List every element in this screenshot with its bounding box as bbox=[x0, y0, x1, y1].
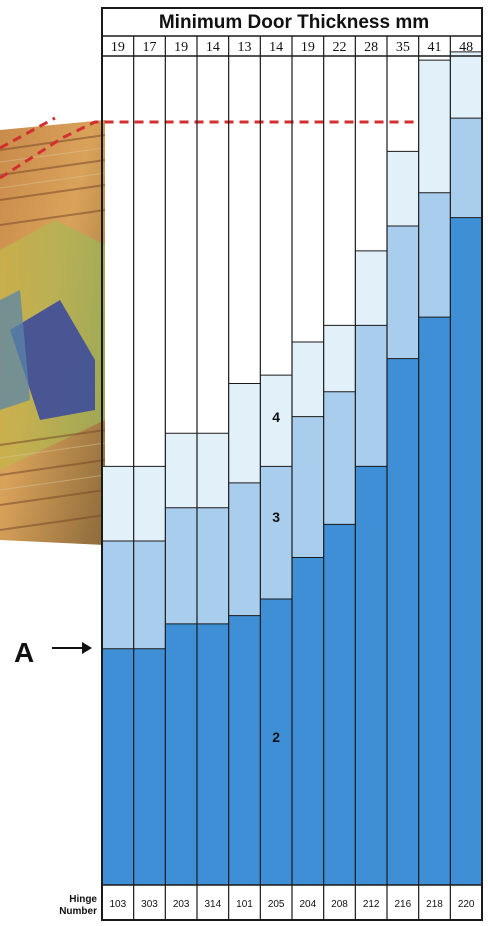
bar-zone-3-hinge-203 bbox=[165, 507, 197, 624]
bar-zone-3-hinge-303 bbox=[133, 540, 166, 649]
zone-labels: 2 3 4 bbox=[272, 409, 280, 745]
bars-group bbox=[102, 51, 482, 886]
bar-zone-3-hinge-218 bbox=[418, 192, 451, 318]
thickness-value: 19 bbox=[111, 40, 125, 55]
hinge-number: 103 bbox=[109, 899, 126, 910]
bar-zone-2-hinge-212 bbox=[355, 466, 387, 885]
bar-zone-3-hinge-216 bbox=[387, 225, 419, 359]
thickness-value: 14 bbox=[206, 40, 220, 55]
bar-zone-4-hinge-303 bbox=[133, 466, 166, 541]
thickness-value: 13 bbox=[238, 40, 252, 55]
grid-lines bbox=[101, 7, 483, 921]
dashed-reference-line bbox=[0, 120, 418, 180]
zone-label-2: 2 bbox=[272, 729, 280, 745]
hinge-number: 204 bbox=[299, 899, 316, 910]
bar-zone-3-hinge-101 bbox=[228, 482, 261, 616]
hinge-label-line-2: Number bbox=[59, 906, 97, 917]
bar-zone-4-hinge-101 bbox=[228, 383, 261, 483]
hinge-number: 314 bbox=[204, 899, 221, 910]
bar-zone-2-hinge-216 bbox=[387, 358, 419, 886]
bar-zone-4-hinge-212 bbox=[355, 250, 387, 326]
hinge-number: 101 bbox=[236, 899, 253, 910]
hinge-number-caption: Hinge Number bbox=[59, 894, 97, 917]
bar-zone-4-hinge-204 bbox=[292, 342, 324, 417]
zone-label-3: 3 bbox=[272, 509, 280, 525]
bar-zone-3-hinge-103 bbox=[102, 540, 134, 649]
bar-zone-4-hinge-203 bbox=[165, 433, 197, 508]
hinge-number: 303 bbox=[141, 899, 158, 910]
thickness-value: 28 bbox=[364, 40, 378, 55]
bar-zone-2-hinge-208 bbox=[323, 524, 356, 885]
bar-zone-2-hinge-303 bbox=[133, 648, 166, 885]
thickness-value: 19 bbox=[174, 40, 188, 55]
bar-zone-2-hinge-220 bbox=[450, 217, 482, 885]
hinge-number-row: 103 303 203 314 101 205 204 208 212 216 218 220 bbox=[109, 899, 474, 910]
bar-zone-4-hinge-314 bbox=[197, 433, 229, 508]
marker-letter: A bbox=[14, 637, 34, 668]
bar-zone-4-hinge-205 bbox=[260, 375, 292, 467]
dashed-reference-line-upper bbox=[0, 116, 56, 150]
bar-zone-3-hinge-204 bbox=[292, 416, 324, 558]
hinge-number: 208 bbox=[331, 899, 348, 910]
bar-zone-3-hinge-314 bbox=[197, 507, 229, 624]
bar-zone-2-hinge-204 bbox=[292, 557, 324, 885]
thickness-value: 22 bbox=[333, 40, 347, 55]
thickness-value: 17 bbox=[143, 40, 157, 55]
chart-title: Minimum Door Thickness mm bbox=[159, 12, 429, 33]
bar-zone-2-hinge-203 bbox=[165, 623, 197, 885]
hinge-number: 205 bbox=[268, 899, 285, 910]
thickness-value: 35 bbox=[396, 40, 410, 55]
thickness-value: 41 bbox=[428, 40, 442, 55]
hinge-label-line-1: Hinge bbox=[69, 894, 97, 905]
hinge-number: 203 bbox=[173, 899, 190, 910]
reference-line bbox=[0, 116, 418, 180]
bar-zone-4-hinge-216 bbox=[387, 151, 419, 226]
bar-zone-2-hinge-314 bbox=[197, 623, 229, 885]
thickness-value: 19 bbox=[301, 40, 315, 55]
bar-zone-3-hinge-208 bbox=[323, 391, 356, 525]
bar-zone-2-hinge-103 bbox=[102, 648, 134, 885]
thickness-value: 48 bbox=[459, 40, 473, 55]
thickness-value: 14 bbox=[269, 40, 283, 55]
bar-zone-4-hinge-208 bbox=[323, 325, 356, 392]
zone-label-4: 4 bbox=[272, 409, 280, 425]
thickness-row: 19 17 19 14 13 14 19 22 28 35 41 48 bbox=[111, 40, 473, 55]
bar-zone-3-hinge-205 bbox=[260, 466, 292, 599]
bar-zone-3-hinge-212 bbox=[355, 325, 387, 467]
bar-zone-4-hinge-220 bbox=[450, 51, 482, 119]
bar-zone-4-hinge-218 bbox=[418, 60, 451, 193]
bar-zone-2-hinge-205 bbox=[260, 598, 292, 885]
marker-a: A bbox=[14, 637, 92, 668]
hinge-number: 212 bbox=[363, 899, 380, 910]
bar-zone-3-hinge-220 bbox=[450, 118, 482, 218]
hinge-number: 220 bbox=[458, 899, 475, 910]
hinge-number: 218 bbox=[426, 899, 443, 910]
bar-zone-2-hinge-101 bbox=[228, 615, 261, 885]
bar-zone-4-hinge-103 bbox=[102, 466, 134, 541]
marker-arrow-head bbox=[82, 642, 92, 654]
hinge-number: 216 bbox=[394, 899, 411, 910]
door-photo bbox=[0, 120, 106, 545]
bar-zone-2-hinge-218 bbox=[418, 317, 451, 885]
